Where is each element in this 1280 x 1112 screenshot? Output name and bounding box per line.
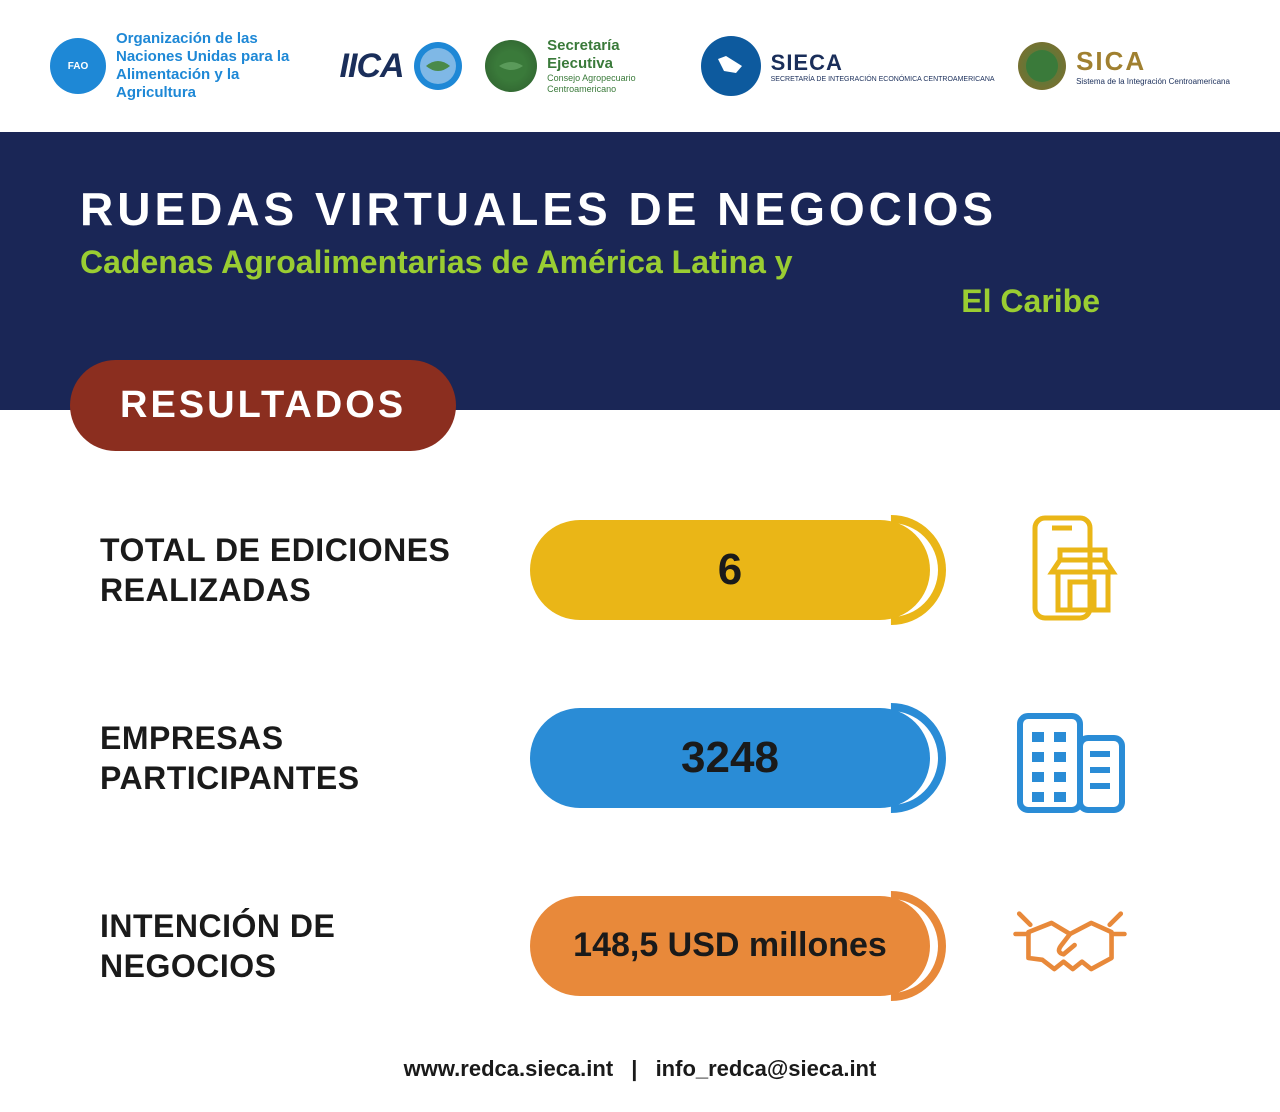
logo-secretaria: Secretaría Ejecutiva Consejo Agropecuari…	[485, 37, 677, 95]
shop-phone-icon	[1010, 510, 1130, 630]
logo-bar: FAO Organización de las Naciones Unidas …	[0, 0, 1280, 132]
buildings-icon	[1010, 698, 1130, 818]
footer: www.redca.sieca.int | info_redca@sieca.i…	[0, 1036, 1280, 1112]
secretaria-text: Secretaría Ejecutiva Consejo Agropecuari…	[547, 37, 677, 95]
result-row-intencion: INTENCIÓN DE NEGOCIOS 148,5 USD millones	[100, 886, 1200, 1006]
sica-text-wrap: SICA Sistema de la Integración Centroame…	[1076, 46, 1230, 86]
logo-iica: IICA	[340, 42, 462, 90]
footer-website: www.redca.sieca.int	[404, 1056, 614, 1081]
secretaria-icon	[485, 40, 537, 92]
fao-text: Organización de las Naciones Unidas para…	[116, 30, 316, 102]
logo-sieca: SIECA SECRETARÍA DE INTEGRACIÓN ECONÓMIC…	[701, 36, 995, 96]
label-empresas: EMPRESAS PARTICIPANTES	[100, 718, 500, 798]
result-row-empresas: EMPRESAS PARTICIPANTES 3248	[100, 698, 1200, 818]
hero-title: RUEDAS VIRTUALES DE NEGOCIOS	[80, 182, 1200, 236]
footer-separator: |	[631, 1056, 637, 1081]
fao-abbr: FAO	[68, 61, 89, 72]
label-intencion: INTENCIÓN DE NEGOCIOS	[100, 906, 500, 986]
hero-subtitle-line1: Cadenas Agroalimentarias de América Lati…	[80, 244, 1200, 281]
iica-globe-icon	[414, 42, 462, 90]
label-ediciones: TOTAL DE EDICIONES REALIZADAS	[100, 530, 500, 610]
footer-email: info_redca@sieca.int	[656, 1056, 877, 1081]
pill-wrapper-intencion: 148,5 USD millones	[530, 896, 930, 996]
fao-icon: FAO	[50, 38, 106, 94]
sieca-icon	[701, 36, 761, 96]
result-row-ediciones: TOTAL DE EDICIONES REALIZADAS 6	[100, 510, 1200, 630]
sica-title: SICA	[1076, 46, 1230, 77]
resultados-pill: RESULTADOS	[70, 360, 456, 451]
secretaria-title: Secretaría Ejecutiva	[547, 37, 677, 73]
sieca-title: SIECA	[771, 50, 995, 76]
pill-empresas: 3248	[530, 708, 930, 808]
sica-icon	[1018, 42, 1066, 90]
sieca-text-wrap: SIECA SECRETARÍA DE INTEGRACIÓN ECONÓMIC…	[771, 50, 995, 83]
secretaria-sub: Consejo Agropecuario Centroamericano	[547, 73, 677, 95]
sica-sub: Sistema de la Integración Centroamerican…	[1076, 77, 1230, 86]
pill-wrapper-ediciones: 6	[530, 520, 930, 620]
pill-ediciones: 6	[530, 520, 930, 620]
results-section: TOTAL DE EDICIONES REALIZADAS 6	[0, 410, 1280, 1036]
hero-subtitle-line2: El Caribe	[80, 283, 1200, 320]
iica-text: IICA	[340, 47, 404, 86]
handshake-icon	[1010, 886, 1130, 1006]
logo-sica: SICA Sistema de la Integración Centroame…	[1018, 42, 1230, 90]
pill-wrapper-empresas: 3248	[530, 708, 930, 808]
infographic-container: FAO Organización de las Naciones Unidas …	[0, 0, 1280, 1108]
pill-intencion: 148,5 USD millones	[530, 896, 930, 996]
sieca-sub: SECRETARÍA DE INTEGRACIÓN ECONÓMICA CENT…	[771, 76, 995, 83]
logo-fao: FAO Organización de las Naciones Unidas …	[50, 30, 316, 102]
